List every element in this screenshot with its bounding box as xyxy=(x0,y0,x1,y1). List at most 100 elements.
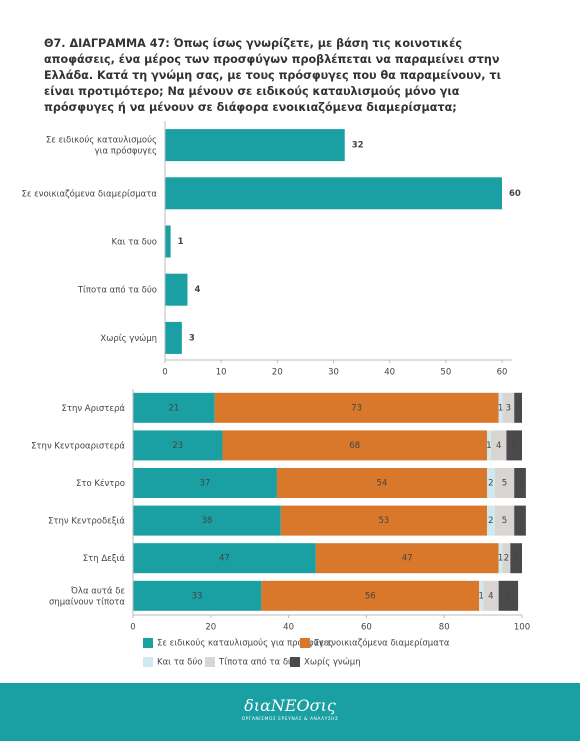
bar-segment xyxy=(498,392,503,423)
value-label: 5 xyxy=(506,591,511,601)
value-label: 3 xyxy=(517,479,522,489)
x-tick-label: 40 xyxy=(384,368,395,378)
value-label: 56 xyxy=(365,591,376,601)
bar-segment xyxy=(280,505,487,536)
bar-segment xyxy=(133,468,277,498)
value-label: 2 xyxy=(504,554,509,564)
value-label: 3 xyxy=(189,333,195,343)
value-label: 54 xyxy=(377,479,388,489)
value-label: 3 xyxy=(506,403,511,413)
bar-segment xyxy=(490,430,507,461)
category-label: Στην Κεντροδεξιά xyxy=(48,516,125,526)
value-label: 4 xyxy=(194,285,200,295)
x-tick-label: 10 xyxy=(216,368,227,378)
category-label: Τίποτα από τα δύο xyxy=(77,284,157,295)
bar-segment xyxy=(133,505,281,536)
bar-segment xyxy=(315,543,499,574)
value-label: 68 xyxy=(349,441,360,451)
category-label: Στην Κεντροαριστερά xyxy=(31,441,125,451)
bar-segment xyxy=(494,468,515,498)
bar-segment xyxy=(133,543,316,574)
value-label: 23 xyxy=(172,441,183,451)
chart: Σε ειδικούς καταυλισμούς για πρόσφυγες32Σ… xyxy=(21,121,530,668)
bar-segment xyxy=(510,543,522,574)
bar-segment xyxy=(486,430,491,461)
legend-label: Σε ενοικιαζόμενα διαμερίσματα xyxy=(314,638,450,649)
category-label: Σε ειδικούς καταυλισμούς για πρόσφυγες xyxy=(46,134,157,156)
bar-segment xyxy=(133,392,215,423)
value-label: 1 xyxy=(486,441,491,451)
x-tick-label: 60 xyxy=(497,368,508,378)
legend-swatch xyxy=(300,638,310,648)
value-label: 73 xyxy=(351,403,362,413)
value-label: 53 xyxy=(378,516,389,526)
bar-segment xyxy=(498,580,519,611)
x-tick-label: 80 xyxy=(439,623,450,633)
x-tick-label: 0 xyxy=(162,368,167,378)
value-label: 5 xyxy=(502,479,507,489)
legend-label: Σε ειδικούς καταυλισμούς για πρόσφυγες xyxy=(157,638,333,649)
bar-segment xyxy=(261,580,480,611)
title: Θ7. ΔΙΑΓΡΑΜΜΑ 47: Όπως ίσως γνωρίζετε, μ… xyxy=(44,37,501,114)
bar-segment xyxy=(498,543,503,574)
value-label: 1 xyxy=(498,554,503,564)
bar-segment xyxy=(486,505,495,536)
tagline: ΟΡΓΑΝΙΣΜΟΣ ΕΡΕΥΝΑΣ & ΑΝΑΛΥΣΗΣ xyxy=(241,717,339,722)
bar-segment xyxy=(514,505,526,536)
x-tick-label: 20 xyxy=(272,368,283,378)
legend-swatch xyxy=(143,638,153,648)
bar xyxy=(165,129,345,162)
category-label: Και τα δυο xyxy=(112,237,158,247)
logo: διαΝΕΟσις xyxy=(244,696,336,715)
value-label: 4 xyxy=(496,441,501,451)
bar xyxy=(165,225,171,258)
category-label: Σε ενοικιαζόμενα διαμερίσματα xyxy=(21,188,157,199)
value-label: 5 xyxy=(502,516,507,526)
bar-segment xyxy=(222,430,487,461)
x-tick-label: 0 xyxy=(130,623,135,633)
bar-segment xyxy=(479,580,484,611)
value-label: 1 xyxy=(498,403,503,413)
value-label: 21 xyxy=(168,403,179,413)
value-label: 60 xyxy=(509,189,521,199)
bar-segment xyxy=(514,468,526,498)
category-label: Όλα αυτά δε σημαίνουν τίποτα xyxy=(49,585,125,607)
value-label: 2 xyxy=(488,516,493,526)
value-label: 4 xyxy=(488,591,493,601)
value-label: 2 xyxy=(488,479,493,489)
value-label: 3 xyxy=(517,516,522,526)
legend-label: Τίποτα από τα δύο xyxy=(218,657,298,668)
value-label: 47 xyxy=(219,554,230,564)
bar-segment xyxy=(502,392,515,423)
category-label: Στην Αριστερά xyxy=(61,403,125,413)
footer: διαΝΕΟσις ΟΡΓΑΝΙΣΜΟΣ ΕΡΕΥΝΑΣ & ΑΝΑΛΥΣΗΣ xyxy=(0,683,580,741)
category-label: Στη Δεξιά xyxy=(83,554,126,564)
bar-segment xyxy=(506,430,522,461)
value-label: 1 xyxy=(178,237,184,247)
x-tick-label: 60 xyxy=(361,623,372,633)
bar-segment xyxy=(486,468,495,498)
x-tick-label: 100 xyxy=(514,623,530,633)
value-label: 37 xyxy=(200,479,211,489)
legend-label: Και τα δύο xyxy=(157,657,203,668)
value-label: 2 xyxy=(515,403,520,413)
x-tick-label: 40 xyxy=(283,623,294,633)
bar-segment xyxy=(133,580,262,611)
value-label: 1 xyxy=(478,591,483,601)
bar xyxy=(165,321,182,354)
value-label: 47 xyxy=(402,554,413,564)
category-label: Στο Κέντρο xyxy=(76,478,125,489)
bar-segment xyxy=(133,430,223,461)
value-label: 38 xyxy=(201,516,212,526)
legend-label: Χωρίς γνώμη xyxy=(304,657,361,668)
value-label: 33 xyxy=(192,591,203,601)
bar-segment xyxy=(514,392,522,423)
value-label: 3 xyxy=(513,554,518,564)
x-tick-label: 20 xyxy=(205,623,216,633)
bar xyxy=(165,273,188,306)
bar-segment xyxy=(276,468,487,498)
bar-segment xyxy=(494,505,515,536)
legend-swatch xyxy=(205,657,215,667)
value-label: 32 xyxy=(352,141,364,151)
